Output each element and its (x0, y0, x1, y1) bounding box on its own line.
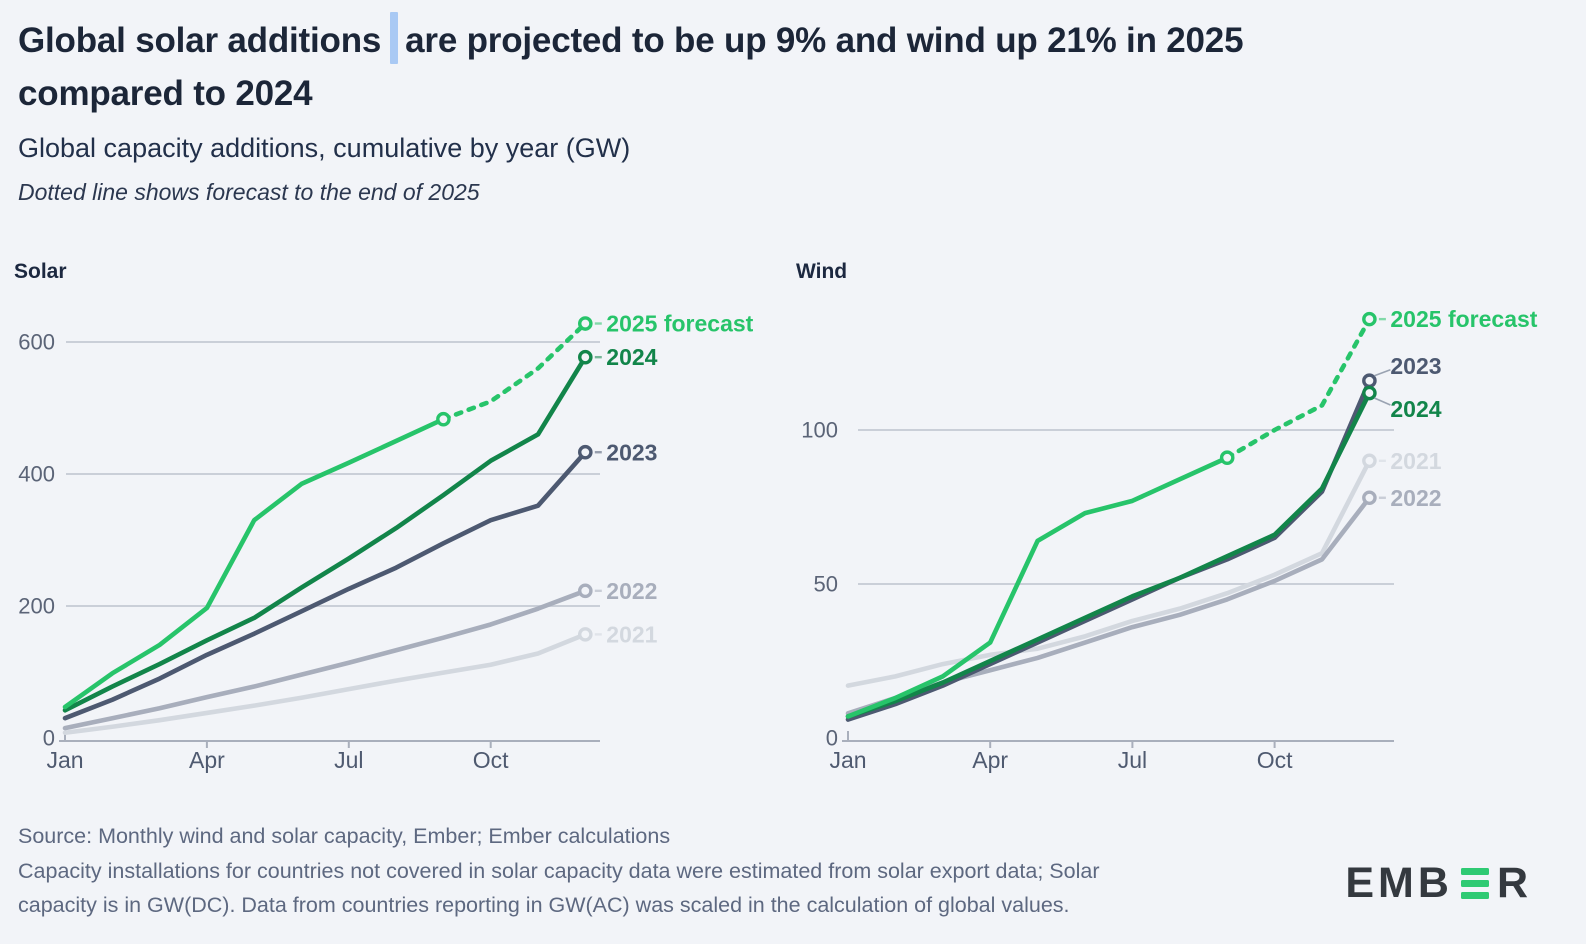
series-marker (578, 583, 593, 599)
logo-text-start: EMB (1345, 859, 1453, 907)
series-marker (1362, 311, 1377, 327)
series-line-2022 (62, 588, 588, 731)
page-title[interactable]: Global solar additions are projected to b… (18, 12, 1570, 120)
series-label: 2023 (1390, 353, 1441, 379)
series-marker (1362, 490, 1377, 506)
series-line-2025-forecast (441, 321, 588, 422)
series-marker (436, 411, 451, 427)
x-tick-label: Jul (334, 747, 363, 773)
series-label: 2025 forecast (1390, 306, 1537, 332)
x-tick-label: Jan (829, 747, 866, 773)
series-label: 2022 (606, 578, 657, 604)
y-tick-label: 100 (801, 418, 838, 443)
logo-text-end: R (1496, 859, 1532, 907)
ember-logo: EMB R (1345, 862, 1532, 905)
series-label: 2024 (606, 344, 657, 370)
series-label: 2023 (606, 439, 657, 465)
forecast-note: Dotted line shows forecast to the end of… (18, 179, 480, 205)
x-tick-label: Jul (1118, 747, 1147, 773)
series-line-2021 (62, 632, 588, 736)
series-line-2024 (62, 354, 588, 713)
series-label: 2024 (1390, 396, 1441, 422)
series-marker (578, 316, 593, 331)
methodology-line-1: Capacity installations for countries not… (18, 858, 1100, 883)
y-tick-label: 50 (814, 572, 838, 597)
chart-title: Wind (796, 260, 847, 283)
wind-chart: 0 50 100 Jan Apr Jul Oct 2021 2022 2023 2024 2025 f… (796, 260, 1538, 773)
series-label: 2021 (606, 621, 657, 647)
series-marker (578, 444, 593, 460)
series-label: 2021 (1390, 448, 1441, 474)
source-footnote: Source: Monthly wind and solar capacity,… (18, 819, 1100, 923)
series-marker (578, 627, 593, 642)
y-tick-label: 0 (826, 726, 838, 751)
series-line-2025-forecast (845, 455, 1230, 719)
x-tick-label: Oct (1257, 747, 1293, 773)
title-line2: compared to 2024 (18, 74, 313, 113)
text-cursor (390, 12, 399, 64)
series-marker (578, 349, 593, 365)
series-line-2024 (845, 390, 1372, 719)
x-tick-label: Apr (189, 747, 225, 773)
x-tick-label: Oct (473, 747, 509, 773)
series-line-2025-forecast (62, 416, 446, 710)
chart-title: Solar (14, 260, 67, 283)
y-tick-label: 600 (18, 330, 55, 355)
series-marker (1362, 453, 1377, 469)
label-leader-line (1374, 397, 1391, 406)
y-tick-label: 400 (18, 462, 55, 487)
series-marker (1362, 385, 1377, 401)
series-line-2023 (62, 449, 588, 721)
series-label: 2022 (1390, 485, 1441, 511)
logo-e-bars-icon (1460, 867, 1489, 900)
title-part1: Global solar additions (18, 21, 382, 60)
series-marker (1362, 373, 1377, 389)
series-marker (1219, 450, 1235, 466)
series-line-2025-forecast (1224, 316, 1372, 461)
solar-chart: 0 200 400 600 Jan Apr Jul Oct 2021 2022 2023 2024 20… (14, 260, 754, 773)
x-tick-label: Apr (972, 747, 1008, 773)
charts-row: 0 200 400 600 Jan Apr Jul Oct 2021 2022 2023 2024 20… (0, 248, 1586, 793)
series-line-2021 (845, 458, 1372, 688)
y-tick-label: 0 (43, 726, 55, 751)
x-tick-label: Jan (46, 747, 83, 773)
methodology-line-2: capacity is in GW(DC). Data from countri… (18, 893, 1070, 917)
label-leader-line (1374, 368, 1391, 377)
source-line: Source: Monthly wind and solar capacity,… (18, 824, 671, 848)
y-tick-label: 200 (18, 594, 55, 619)
chart-header: Global solar additions are projected to b… (18, 12, 1570, 206)
chart-subtitle: Global capacity additions, cumulative by… (18, 133, 631, 163)
series-label: 2025 forecast (606, 311, 753, 337)
title-part2: are projected to be up 9% and wind up 21… (405, 21, 1244, 60)
